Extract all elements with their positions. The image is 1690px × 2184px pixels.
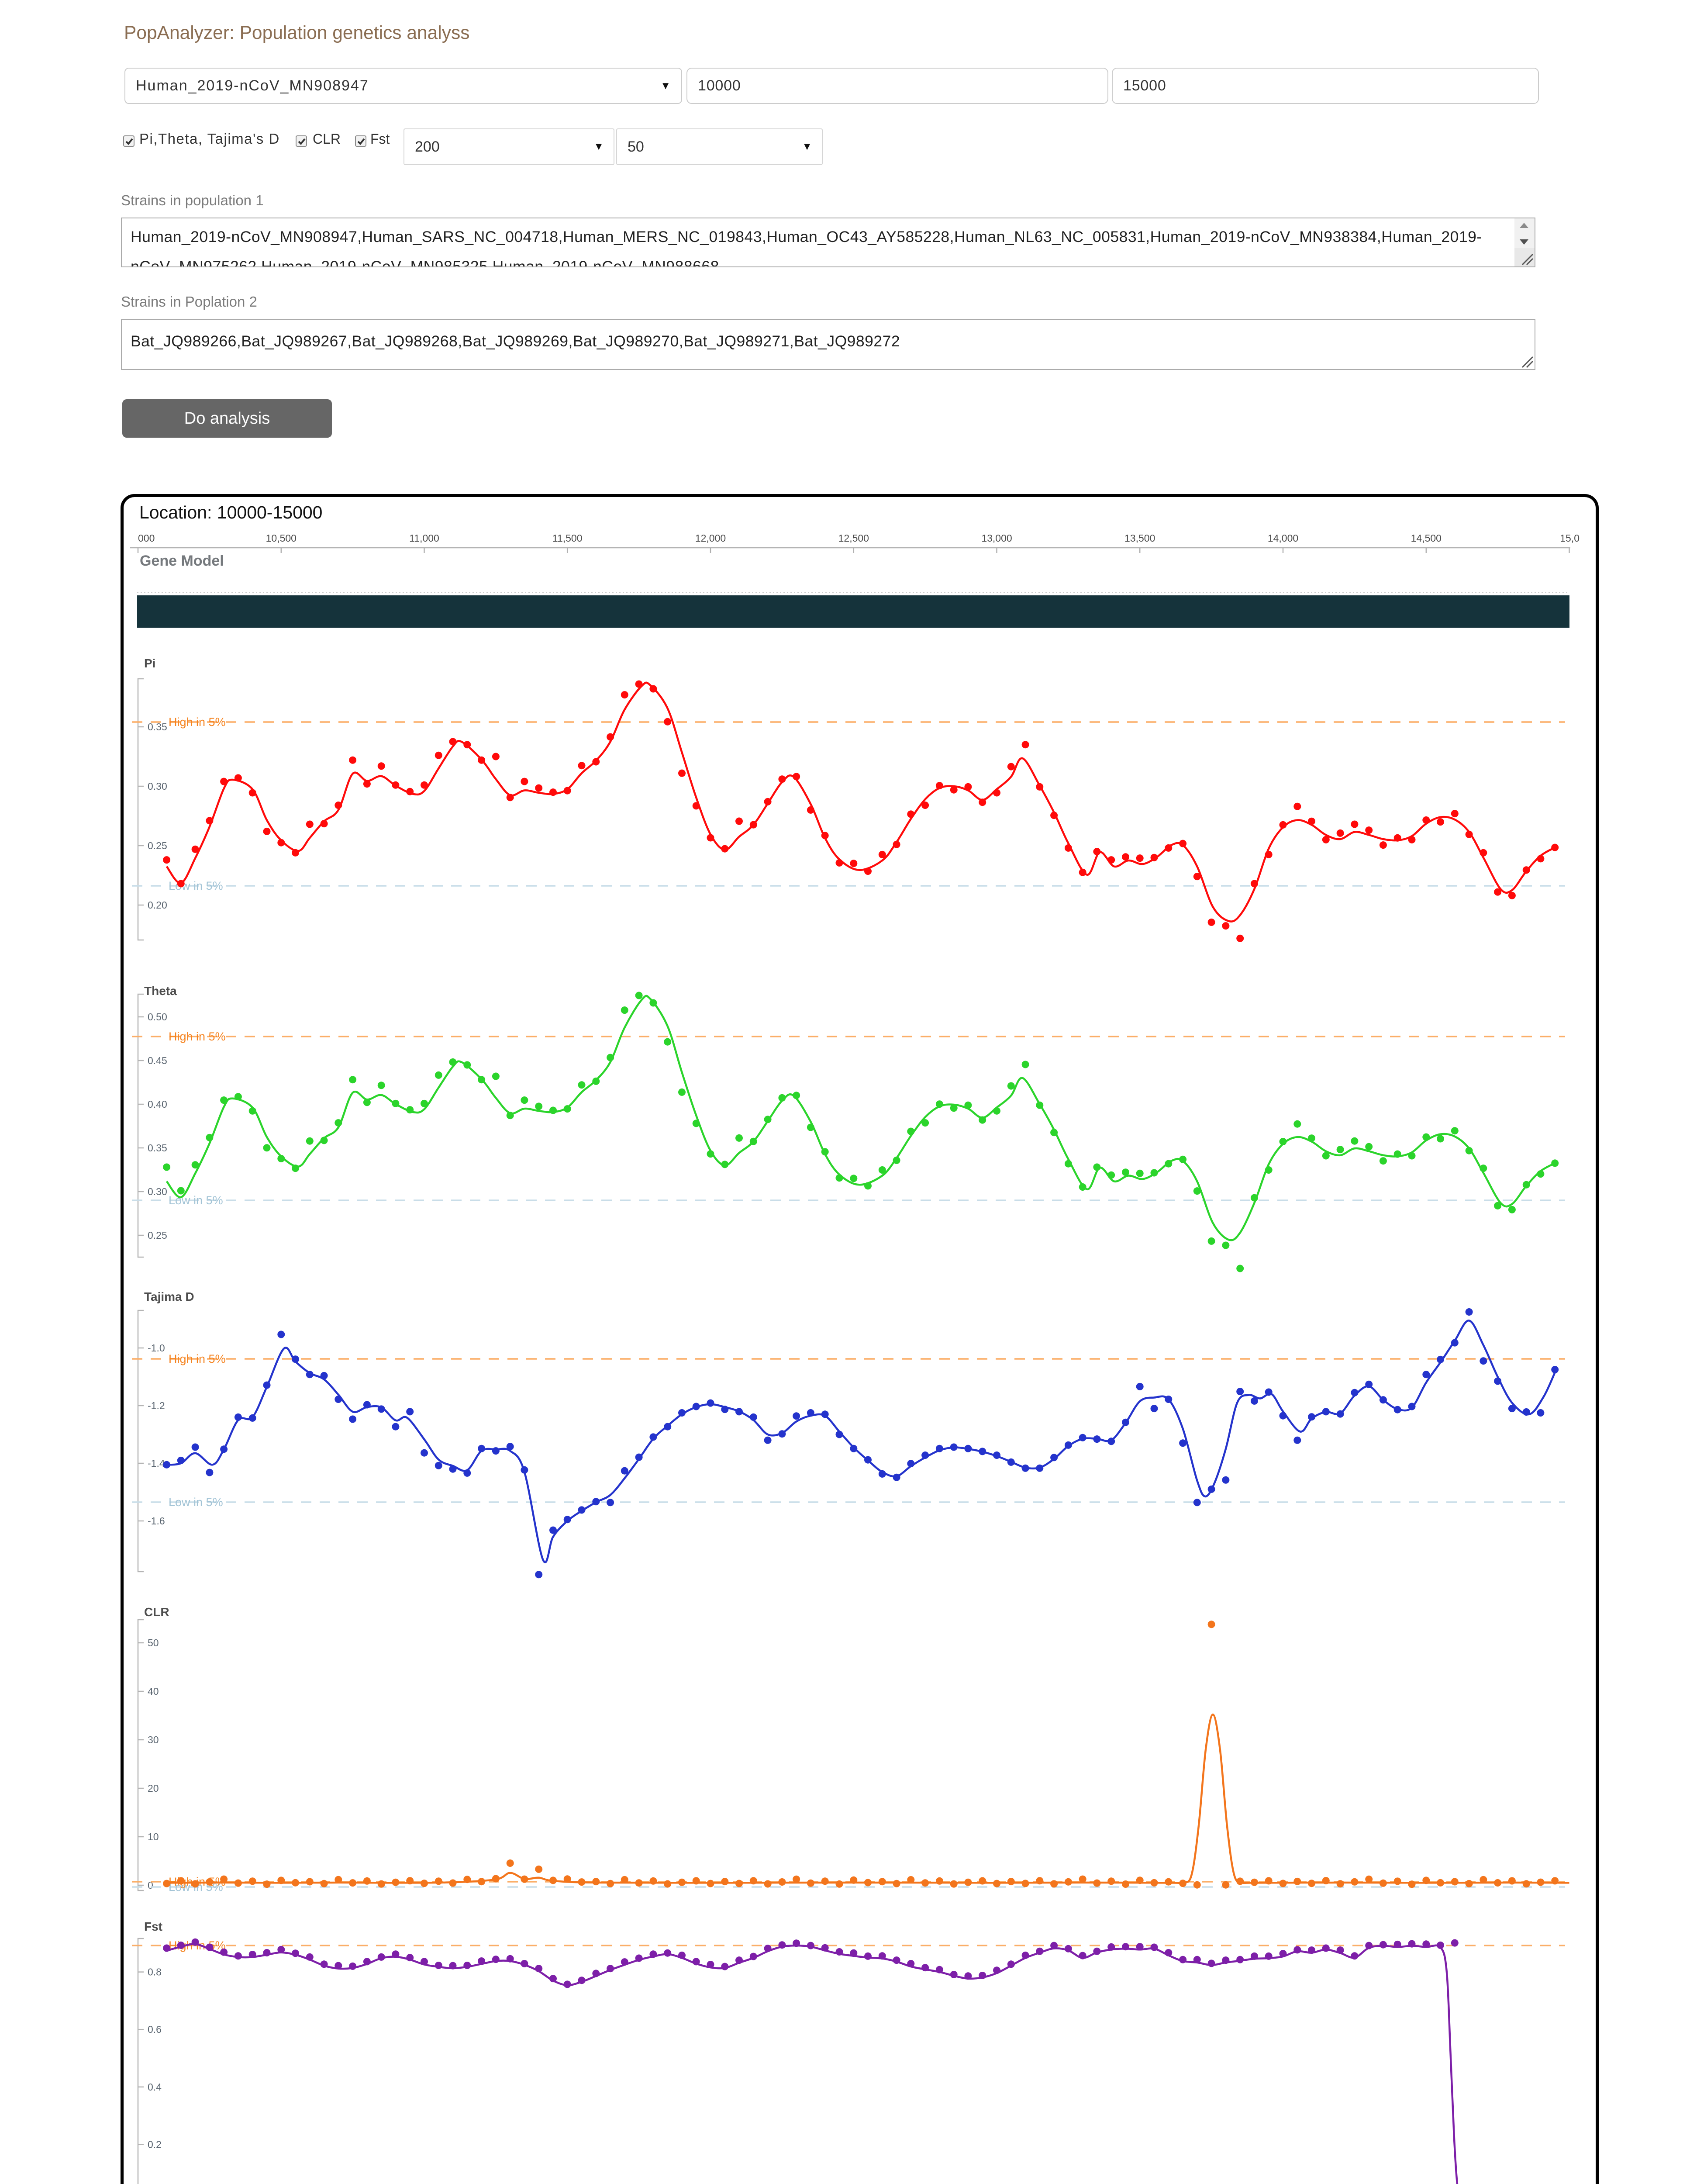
svg-text:10: 10 xyxy=(148,1831,159,1842)
svg-text:Gene Model: Gene Model xyxy=(140,553,224,569)
svg-text:14,500: 14,500 xyxy=(1411,532,1442,544)
svg-text:-1.0: -1.0 xyxy=(148,1342,165,1354)
svg-text:0.6: 0.6 xyxy=(148,2024,162,2035)
svg-text:0.25: 0.25 xyxy=(148,1230,167,1241)
svg-text:0.8: 0.8 xyxy=(148,1966,162,1978)
svg-text:Low in 5%: Low in 5% xyxy=(169,1496,223,1509)
svg-text:10,500: 10,500 xyxy=(266,532,297,544)
svg-text:11,500: 11,500 xyxy=(552,532,583,544)
svg-text:0.45: 0.45 xyxy=(148,1055,167,1066)
svg-text:CLR: CLR xyxy=(144,1605,169,1619)
svg-text:-1.2: -1.2 xyxy=(148,1400,165,1411)
svg-text:20: 20 xyxy=(148,1783,159,1794)
svg-text:40: 40 xyxy=(148,1686,159,1697)
svg-text:Pi: Pi xyxy=(144,657,155,670)
svg-text:15,0: 15,0 xyxy=(1560,532,1580,544)
svg-text:0.25: 0.25 xyxy=(148,840,167,851)
svg-text:-1.4: -1.4 xyxy=(148,1458,165,1469)
svg-text:High in 5%: High in 5% xyxy=(169,1352,226,1365)
svg-text:000: 000 xyxy=(138,532,155,544)
svg-text:0.2: 0.2 xyxy=(148,2139,162,2150)
svg-text:0.35: 0.35 xyxy=(148,1142,167,1154)
svg-text:Fst: Fst xyxy=(144,1920,162,1933)
svg-text:13,500: 13,500 xyxy=(1124,532,1155,544)
svg-text:High in 5%: High in 5% xyxy=(169,715,226,729)
svg-text:30: 30 xyxy=(148,1734,159,1745)
svg-text:0.30: 0.30 xyxy=(148,1186,167,1197)
svg-text:Tajima D: Tajima D xyxy=(144,1290,194,1303)
svg-text:0.40: 0.40 xyxy=(148,1099,167,1110)
svg-text:50: 50 xyxy=(148,1637,159,1648)
svg-text:0.30: 0.30 xyxy=(148,781,167,792)
svg-text:0.35: 0.35 xyxy=(148,721,167,733)
svg-text:-1.6: -1.6 xyxy=(148,1515,165,1527)
svg-text:11,000: 11,000 xyxy=(409,532,439,544)
svg-text:12,000: 12,000 xyxy=(695,532,726,544)
svg-text:12,500: 12,500 xyxy=(838,532,869,544)
svg-text:0.4: 0.4 xyxy=(148,2081,162,2093)
svg-text:0.50: 0.50 xyxy=(148,1011,167,1023)
svg-text:Theta: Theta xyxy=(144,984,177,998)
svg-text:13,000: 13,000 xyxy=(981,532,1012,544)
svg-text:14,000: 14,000 xyxy=(1268,532,1298,544)
svg-text:0.20: 0.20 xyxy=(148,899,167,911)
svg-text:High in 5%: High in 5% xyxy=(169,1030,226,1043)
